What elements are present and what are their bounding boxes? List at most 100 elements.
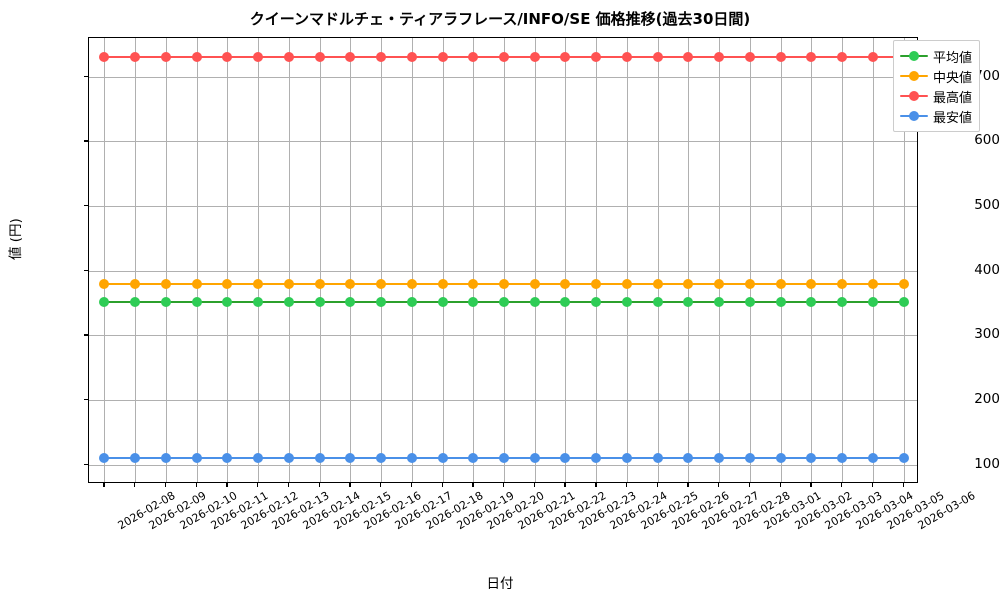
legend-item-1[interactable]: 中央値 xyxy=(900,66,972,86)
x-tick-mark xyxy=(687,483,689,487)
series-line-segment xyxy=(104,283,136,286)
series-line-segment xyxy=(196,301,228,304)
series-line-segment xyxy=(534,283,566,286)
series-line-segment xyxy=(350,301,382,304)
data-point-marker xyxy=(806,297,817,308)
gridline-vertical xyxy=(227,38,229,482)
data-point-marker xyxy=(283,52,294,63)
data-point-marker xyxy=(191,297,202,308)
data-point-marker xyxy=(314,453,325,464)
series-line-segment xyxy=(442,56,474,59)
series-line-segment xyxy=(504,301,535,304)
data-point-marker xyxy=(160,52,171,63)
x-tick-mark xyxy=(871,483,874,487)
y-tick-label: 400 xyxy=(974,261,1000,278)
series-line-segment xyxy=(811,301,843,304)
series-line-segment xyxy=(596,457,627,460)
series-line-segment xyxy=(657,283,689,286)
legend-item-3[interactable]: 最安値 xyxy=(900,106,972,126)
series-line-segment xyxy=(258,301,289,304)
x-tick-mark xyxy=(380,483,382,487)
series-line-segment xyxy=(719,283,750,286)
data-point-marker xyxy=(191,453,202,464)
data-point-marker xyxy=(560,279,571,290)
data-point-marker xyxy=(806,453,817,464)
data-point-marker xyxy=(99,279,110,290)
series-line-segment xyxy=(780,56,812,59)
data-point-marker xyxy=(806,52,817,63)
gridline-vertical xyxy=(442,38,444,482)
data-point-marker xyxy=(191,279,202,290)
data-point-marker xyxy=(867,297,878,308)
data-point-marker xyxy=(130,453,141,464)
series-line-segment xyxy=(288,301,320,304)
data-point-marker xyxy=(345,279,356,290)
gridline-horizontal xyxy=(89,206,917,208)
series-line-segment xyxy=(688,283,720,286)
data-point-marker xyxy=(775,279,786,290)
gridline-horizontal xyxy=(89,76,917,78)
series-line-segment xyxy=(872,301,904,304)
data-point-marker xyxy=(652,453,663,464)
data-point-marker xyxy=(499,453,509,464)
legend-item-0[interactable]: 平均値 xyxy=(900,46,972,66)
gridline-vertical xyxy=(350,38,352,482)
data-point-marker xyxy=(683,52,694,63)
series-line-segment xyxy=(688,457,720,460)
data-point-marker xyxy=(499,52,509,63)
series-line-segment xyxy=(719,301,750,304)
series-line-segment xyxy=(565,56,597,59)
data-point-marker xyxy=(652,297,663,308)
series-line-segment xyxy=(135,283,166,286)
data-point-marker xyxy=(867,453,878,464)
data-point-marker xyxy=(652,52,663,63)
data-point-marker xyxy=(744,297,755,308)
data-point-marker xyxy=(621,297,632,308)
series-line-segment xyxy=(688,301,720,304)
x-axis-label: 日付 xyxy=(486,576,514,592)
data-point-marker xyxy=(314,52,325,63)
gridline-vertical xyxy=(719,38,721,482)
series-line-segment xyxy=(104,301,136,304)
x-tick-mark xyxy=(441,483,443,487)
x-tick-mark xyxy=(595,483,597,487)
y-tick-mark xyxy=(84,205,88,207)
data-point-marker xyxy=(591,52,602,63)
data-point-marker xyxy=(837,297,848,308)
legend-item-2[interactable]: 最高値 xyxy=(900,86,972,106)
series-line-segment xyxy=(165,56,197,59)
x-tick-mark xyxy=(226,483,228,487)
series-line-segment xyxy=(749,301,781,304)
data-point-marker xyxy=(499,297,509,308)
series-line-segment xyxy=(565,457,597,460)
gridline-vertical xyxy=(596,38,598,482)
data-point-marker xyxy=(560,297,571,308)
y-tick-mark xyxy=(84,398,88,401)
series-line-segment xyxy=(381,457,412,460)
gridline-horizontal xyxy=(89,270,917,272)
x-tick-mark xyxy=(748,483,751,487)
series-line-segment xyxy=(749,457,781,460)
gridline-vertical xyxy=(903,38,905,482)
series-line-segment xyxy=(319,56,351,59)
data-point-marker xyxy=(345,297,356,308)
gridline-vertical xyxy=(411,38,413,482)
data-point-marker xyxy=(529,453,540,464)
gridline-horizontal xyxy=(89,399,917,401)
data-point-marker xyxy=(499,279,509,290)
legend: 平均値 中央値 最高値 最安値 xyxy=(893,40,981,132)
data-point-marker xyxy=(253,279,264,290)
series-line-segment xyxy=(258,283,289,286)
series-line-segment xyxy=(811,283,843,286)
series-line-segment xyxy=(657,301,689,304)
gridline-vertical xyxy=(504,38,505,482)
series-line-segment xyxy=(780,301,812,304)
series-line-segment xyxy=(780,457,812,460)
gridline-vertical xyxy=(688,38,690,482)
gridline-vertical xyxy=(165,38,167,482)
data-point-marker xyxy=(222,453,233,464)
gridline-vertical xyxy=(872,38,874,482)
series-line-segment xyxy=(749,56,781,59)
data-point-marker xyxy=(437,453,448,464)
gridline-vertical xyxy=(381,38,383,482)
